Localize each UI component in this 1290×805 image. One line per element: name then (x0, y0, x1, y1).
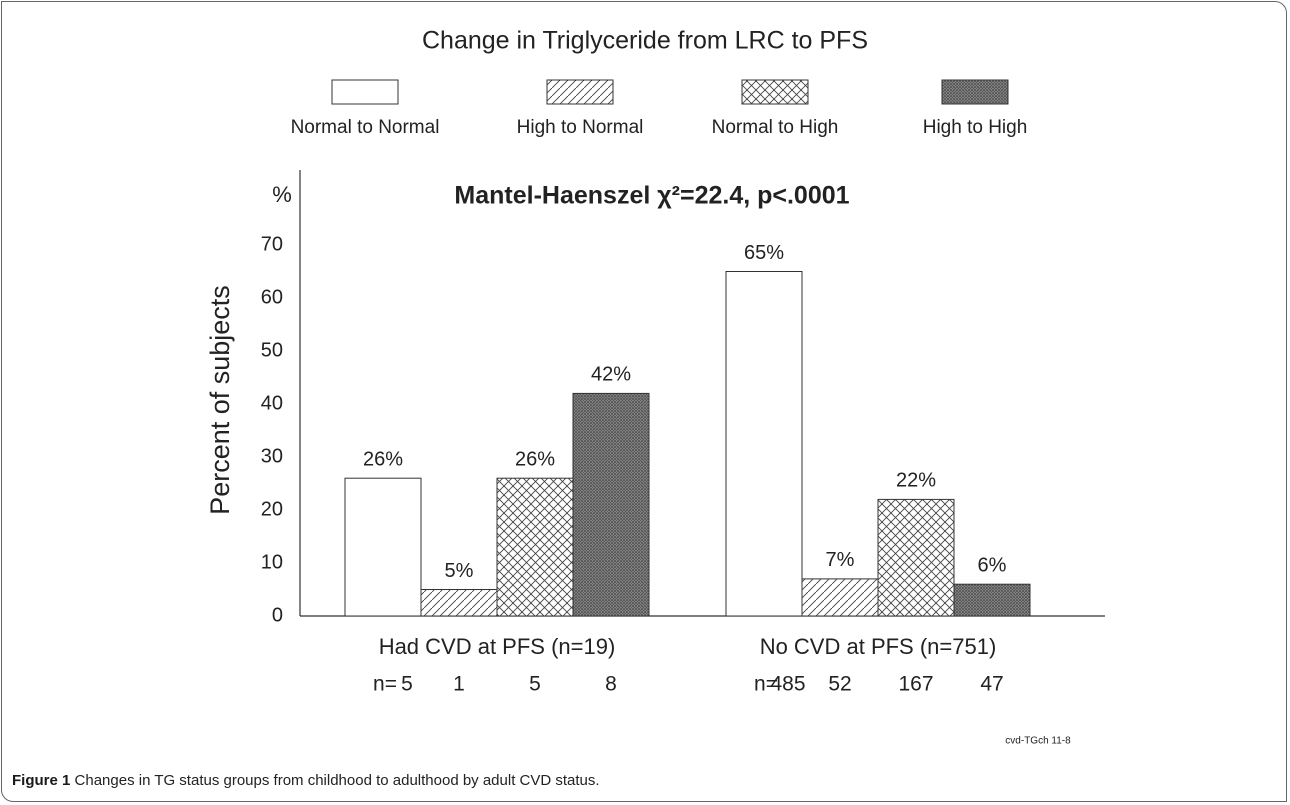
value-label: 42% (591, 364, 631, 386)
y-tick-label: 10 (261, 551, 283, 573)
y-tick-label: 0 (272, 604, 283, 626)
value-label: 26% (363, 448, 403, 470)
bar (496, 477, 574, 617)
legend-label: High to Normal (517, 117, 644, 138)
legend-swatch (741, 79, 809, 105)
legend-swatch (546, 79, 614, 105)
value-label: 5% (445, 560, 474, 582)
value-label: 26% (515, 448, 555, 470)
value-label: 7% (826, 549, 855, 571)
legend-swatch (331, 79, 399, 105)
value-label: 22% (896, 470, 936, 492)
bar (801, 578, 879, 617)
n-label: n= (373, 673, 397, 696)
n-count: 485 (770, 673, 805, 696)
chart-title: Change in Triglyceride from LRC to PFS (422, 27, 868, 55)
n-count: 5 (529, 673, 541, 696)
y-tick-label: 50 (261, 339, 283, 361)
y-tick-label: 20 (261, 498, 283, 520)
y-axis-label: Percent of subjects (205, 285, 235, 515)
bar (344, 477, 422, 617)
y-tick-label: 40 (261, 392, 283, 414)
bar (877, 498, 955, 617)
n-label: n= (754, 673, 778, 696)
x-tick-label: No CVD at PFS (n=751) (760, 634, 997, 659)
bar (953, 583, 1031, 617)
y-tick-label: 60 (261, 286, 283, 308)
caption: Figure 1 Changes in TG status groups fro… (12, 772, 600, 789)
n-count: 1 (453, 673, 465, 696)
n-count: 167 (898, 673, 933, 696)
caption-label: Figure 1 (12, 772, 71, 789)
bar (725, 271, 803, 617)
n-count: 52 (828, 673, 851, 696)
n-count: 47 (980, 673, 1003, 696)
legend-label: Normal to Normal (291, 117, 440, 138)
bar (572, 392, 650, 617)
legend-label: High to High (923, 117, 1028, 138)
y-tick-label: 70 (261, 233, 283, 255)
y-tick-label: 30 (261, 445, 283, 467)
legend-label: Normal to High (712, 117, 839, 138)
n-count: 8 (605, 673, 617, 696)
value-label: 6% (978, 554, 1007, 576)
caption-text: Changes in TG status groups from childho… (74, 772, 600, 789)
annotation: Mantel-Haenszel χ²=22.4, p<.0001 (454, 182, 849, 210)
bar (420, 589, 498, 617)
n-count: 5 (401, 673, 413, 696)
y-unit: % (272, 182, 292, 207)
x-tick-label: Had CVD at PFS (n=19) (379, 634, 616, 659)
figure-code: cvd-TGch 11-8 (1005, 736, 1071, 747)
value-label: 65% (744, 242, 784, 264)
legend-swatch (941, 79, 1009, 105)
